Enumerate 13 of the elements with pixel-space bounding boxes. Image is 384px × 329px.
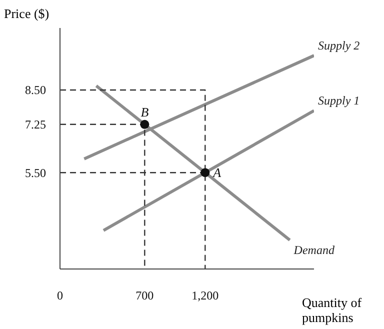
y-tick-label: 7.25 bbox=[25, 118, 46, 132]
x-tick-label: 0 bbox=[57, 288, 63, 303]
y-tick-label: 5.50 bbox=[25, 166, 46, 180]
series-label: Demand bbox=[292, 243, 336, 258]
annotation: B bbox=[140, 104, 149, 120]
annotation: A bbox=[212, 165, 222, 180]
series-label: Supply 2 bbox=[318, 38, 360, 53]
x-axis-title: Quantity of pumpkins bbox=[302, 295, 363, 325]
series-label: Supply 1 bbox=[318, 94, 360, 108]
x-tick-label: 1,200 bbox=[192, 288, 219, 303]
y-tick-label: 8.50 bbox=[25, 83, 46, 98]
y-axis-title: Price ($) bbox=[4, 6, 50, 22]
x-tick-label: 700 bbox=[136, 288, 154, 303]
